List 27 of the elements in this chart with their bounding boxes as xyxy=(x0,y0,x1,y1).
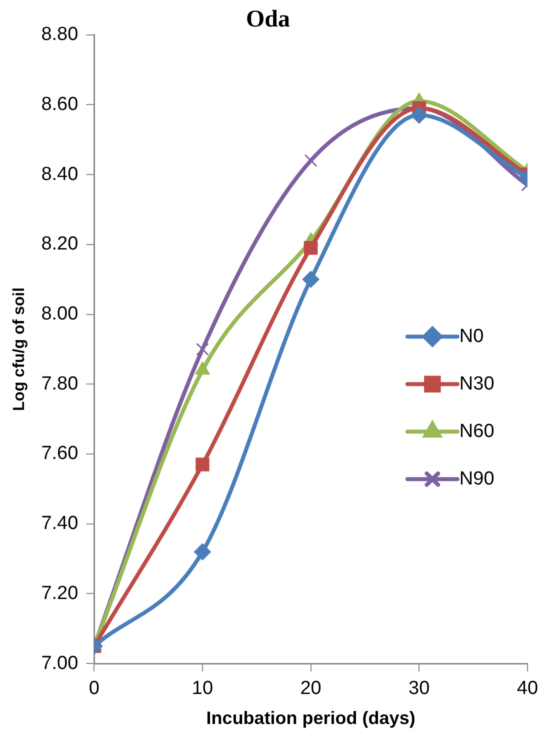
legend-label: N90 xyxy=(459,468,494,490)
x-tick-label: 10 xyxy=(192,678,214,700)
y-tick-label: 7.60 xyxy=(41,443,78,464)
y-tick-label: 8.00 xyxy=(41,304,78,324)
y-tick-label: 7.80 xyxy=(41,373,78,394)
x-tick-label: 20 xyxy=(300,678,322,700)
y-tick-label: 8.60 xyxy=(41,94,78,115)
x-tick-label: 0 xyxy=(88,678,100,700)
point xyxy=(302,270,320,288)
x-axis-title: Incubation period (days) xyxy=(206,708,416,728)
legend-label: N60 xyxy=(459,420,494,442)
point xyxy=(196,458,210,472)
y-tick-label: 8.40 xyxy=(41,164,78,185)
y-tick-label: 7.40 xyxy=(41,513,78,534)
y-tick-label: 7.00 xyxy=(41,652,78,674)
x-tick-label: 40 xyxy=(516,678,538,700)
y-axis-title: Log cfu/g of soil xyxy=(11,287,28,411)
y-tick-label: 8.80 xyxy=(41,24,78,46)
point xyxy=(304,241,318,255)
y-tick-label: 7.20 xyxy=(41,582,78,604)
x-tick-label: 30 xyxy=(408,678,430,700)
y-tick-label: 8.20 xyxy=(41,234,78,255)
point xyxy=(304,154,318,167)
point xyxy=(196,342,209,356)
chart-title: Oda xyxy=(246,6,290,33)
legend-label: N30 xyxy=(459,373,494,394)
legend-label: N0 xyxy=(459,326,484,347)
